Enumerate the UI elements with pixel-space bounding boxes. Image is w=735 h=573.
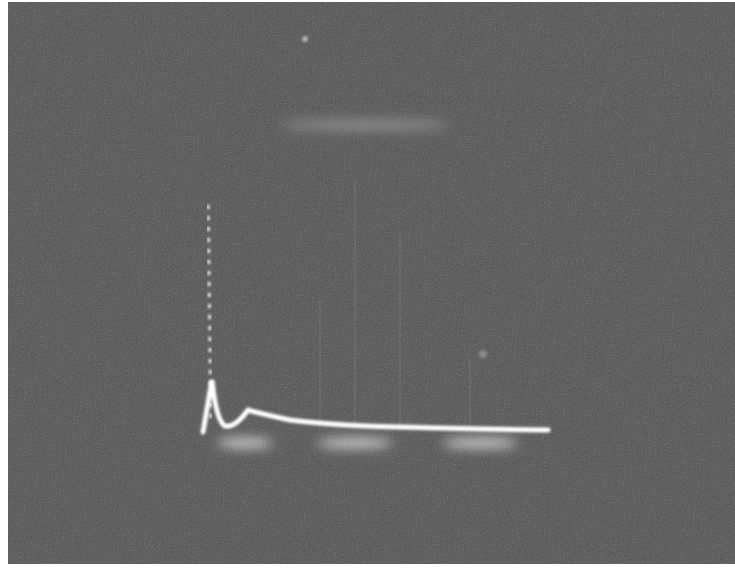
spot: [479, 350, 487, 358]
screen: [8, 2, 735, 564]
page: {}: [0, 0, 735, 568]
baseline-glow: [217, 439, 518, 447]
spot: [302, 36, 308, 42]
upper-smudge: [280, 121, 450, 129]
oscilloscope-photo: [0, 0, 735, 568]
